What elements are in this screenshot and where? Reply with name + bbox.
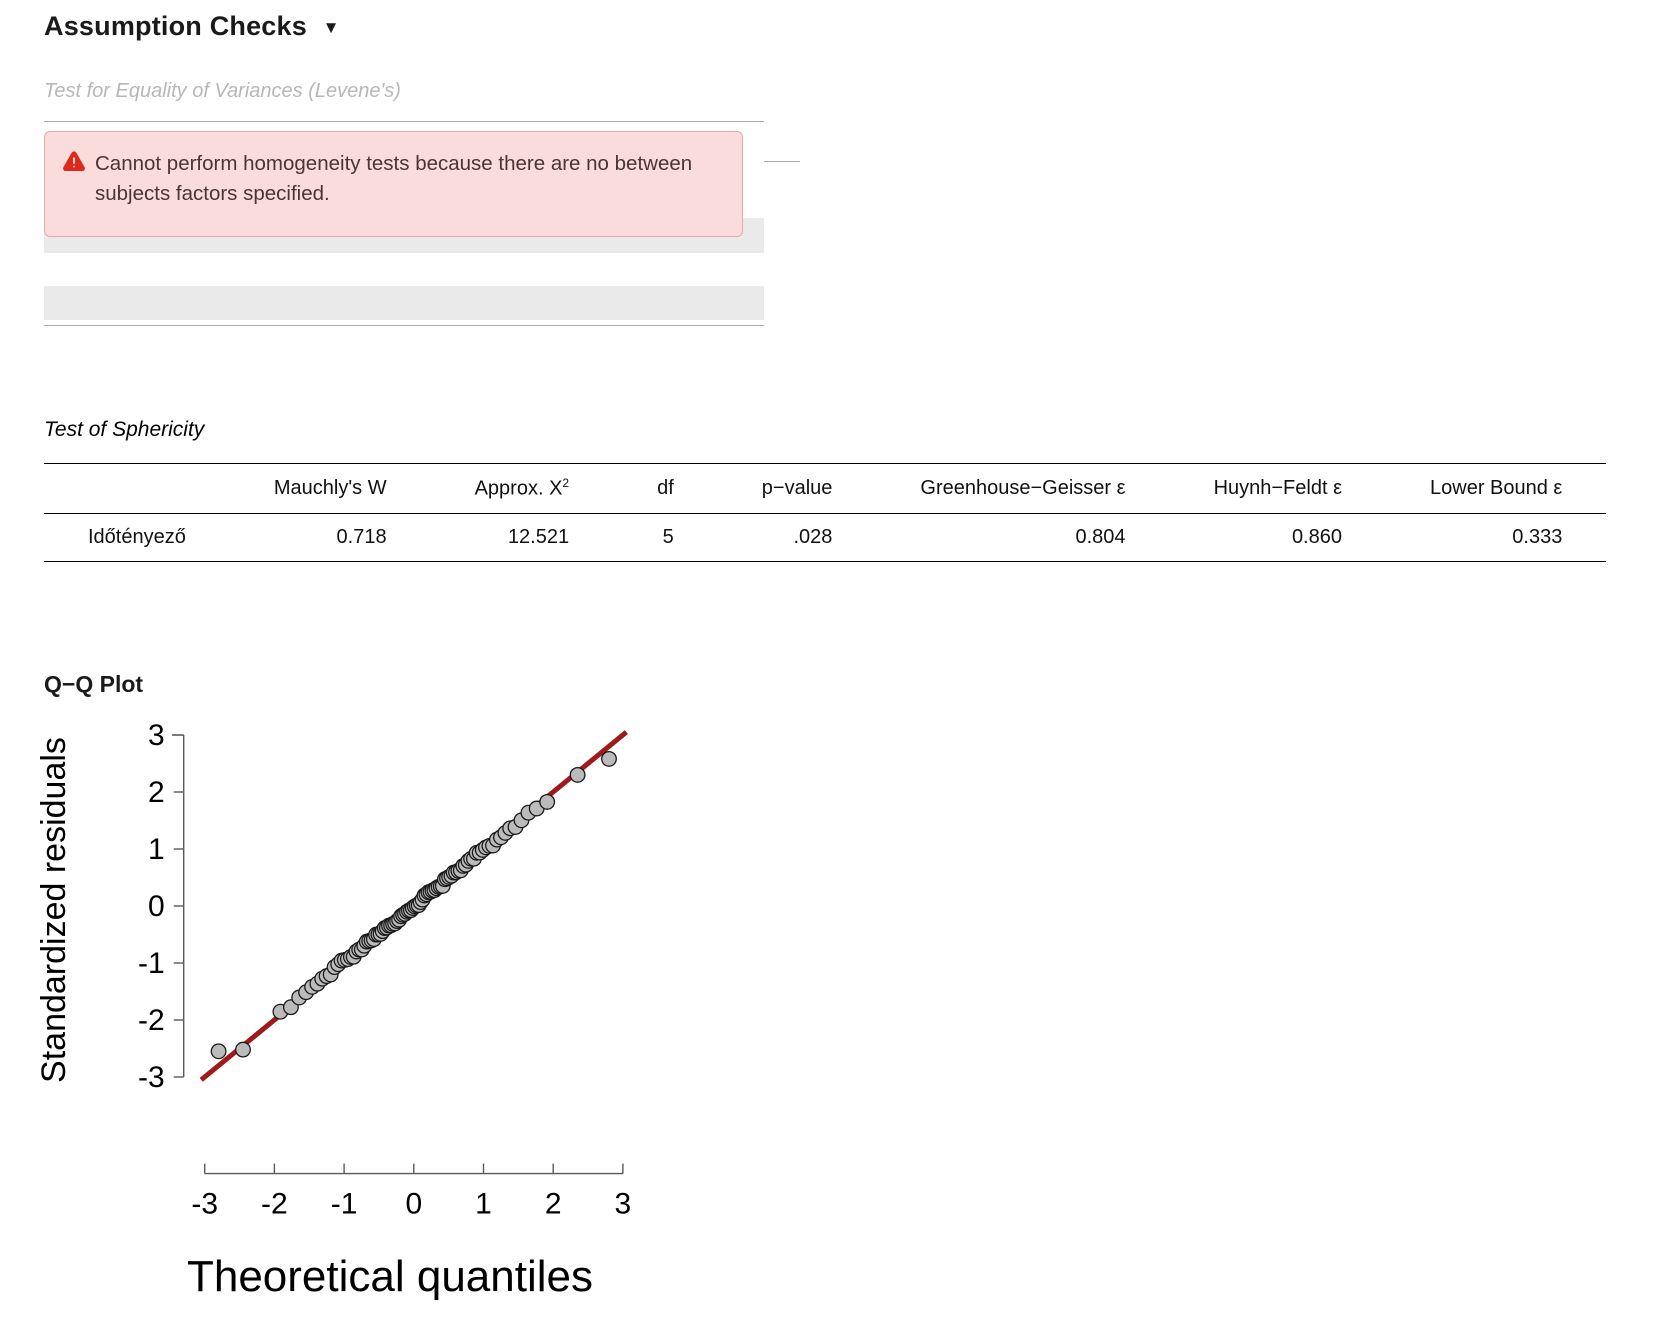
svg-text:1: 1 xyxy=(148,833,165,866)
svg-text:2: 2 xyxy=(545,1188,562,1221)
svg-text:3: 3 xyxy=(148,719,165,752)
svg-text:-3: -3 xyxy=(191,1188,218,1221)
svg-text:-1: -1 xyxy=(138,947,165,980)
svg-text:1: 1 xyxy=(475,1188,492,1221)
svg-text:-2: -2 xyxy=(261,1188,288,1221)
svg-text:2: 2 xyxy=(148,776,165,809)
svg-text:-2: -2 xyxy=(138,1004,165,1037)
svg-text:3: 3 xyxy=(615,1188,632,1221)
svg-text:-3: -3 xyxy=(138,1061,165,1094)
svg-text:0: 0 xyxy=(405,1188,422,1221)
svg-text:0: 0 xyxy=(148,890,165,923)
svg-text:-1: -1 xyxy=(331,1188,358,1221)
